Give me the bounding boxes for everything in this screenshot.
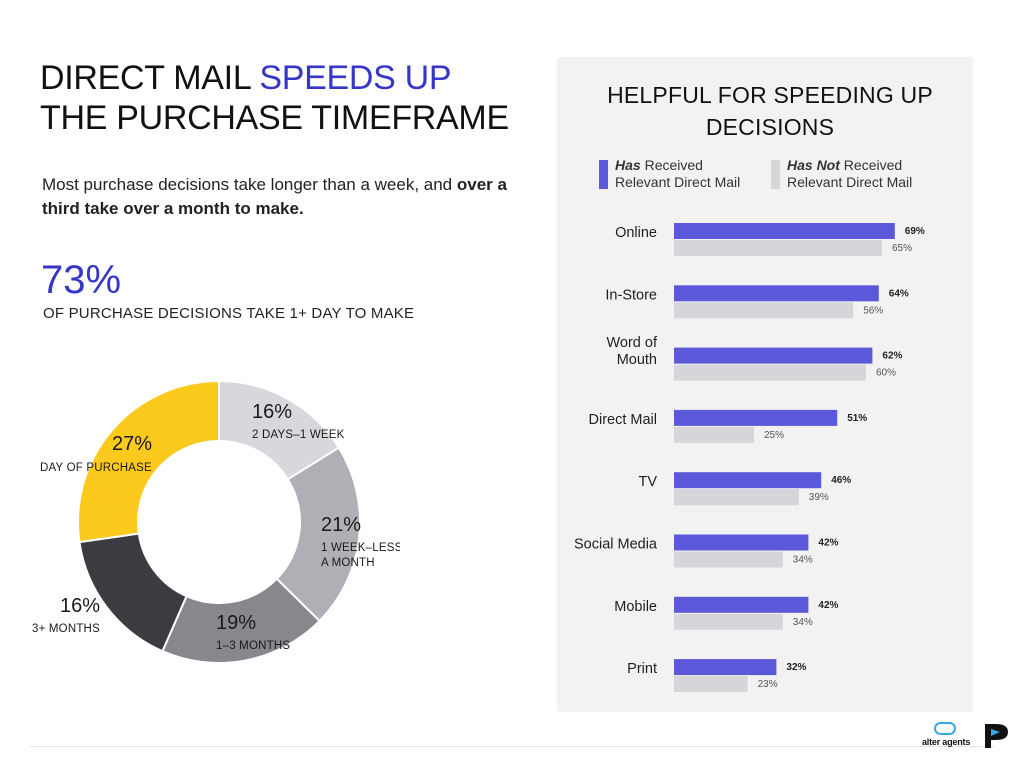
category-label-print: Print <box>627 661 657 677</box>
bar-has-received-tv <box>674 472 822 489</box>
donut-slices <box>77 379 361 664</box>
slice-label-day-of-purchase: DAY OF PURCHASE <box>40 462 152 474</box>
slice-label-1-3-months: 1–3 MONTHS <box>216 640 290 652</box>
category-label-social-media: Social Media <box>574 537 658 553</box>
legend-em-has: Has <box>615 157 641 173</box>
slice-label-3-plus-months: 3+ MONTHS <box>32 623 100 635</box>
legend-rest-has-not: Received <box>839 157 903 173</box>
category-label-direct-mail: Direct Mail <box>589 412 657 428</box>
value-label-has-not-received-in-store: 56% <box>863 305 883 316</box>
bar-has-received-online <box>674 223 895 239</box>
value-label-has-received-mobile: 42% <box>818 600 838 611</box>
logo-text: alter agents <box>922 737 971 747</box>
category-label-mobile: Mobile <box>614 599 657 615</box>
slice-value-3-plus-months: 16% <box>60 595 100 617</box>
subtitle-text: Most purchase decisions take longer than… <box>42 175 457 194</box>
bar-has-not-received-mobile <box>674 613 783 630</box>
legend-rest-has: Received <box>640 157 703 173</box>
bar-chart-title-line1: HELPFUL FOR SPEEDING UP <box>607 82 933 108</box>
title-line-2: THE PURCHASE TIMEFRAME <box>40 99 509 137</box>
slice-value-1-week-less-than-month: 21% <box>321 514 361 536</box>
value-label-has-received-in-store: 64% <box>889 288 909 299</box>
bar-has-received-mobile <box>674 596 809 613</box>
value-label-has-not-received-mobile: 34% <box>793 617 813 628</box>
big-stat-label: OF PURCHASE DECISIONS TAKE 1+ DAY TO MAK… <box>43 305 415 322</box>
slice-value-1-3-months: 19% <box>216 612 256 634</box>
value-label-has-not-received-tv: 39% <box>809 492 829 503</box>
value-label-has-received-word-of-mouth: 62% <box>882 351 902 362</box>
page-title: DIRECT MAIL SPEEDS UP THE PURCHASE TIMEFR… <box>40 58 509 138</box>
value-label-has-received-online: 69% <box>905 226 925 237</box>
bar-chart-title: HELPFUL FOR SPEEDING UP DECISIONS <box>557 79 983 143</box>
bar-has-received-social-media <box>674 534 809 551</box>
value-label-has-received-direct-mail: 51% <box>847 413 867 424</box>
bar-has-not-received-online <box>674 240 882 256</box>
value-label-has-not-received-word-of-mouth: 60% <box>876 368 896 379</box>
value-label-has-received-tv: 46% <box>831 475 851 486</box>
value-label-has-not-received-online: 65% <box>892 243 912 254</box>
donut-labels: 27% DAY OF PURCHASE 16% 2 DAYS–1 WEEK 21… <box>32 401 400 652</box>
title-accent: SPEEDS UP <box>259 59 452 97</box>
category-label-in-store: In-Store <box>605 287 657 303</box>
bar-chart-title-line2: DECISIONS <box>705 114 835 140</box>
brand-p-logo-icon <box>985 724 1008 748</box>
bar-has-received-print <box>674 659 777 676</box>
category-label-tv: TV <box>638 474 657 490</box>
category-label-word-of-mouth: Word of Mouth <box>606 335 657 368</box>
bar-has-not-received-in-store <box>674 302 854 319</box>
big-stat: 73% <box>41 258 122 302</box>
value-label-has-not-received-direct-mail: 25% <box>764 430 784 441</box>
slice-label-1-week-line2: A MONTH <box>321 557 375 569</box>
category-label-online: Online <box>615 225 657 241</box>
bar-has-received-word-of-mouth <box>674 347 873 364</box>
donut-slice-day-of-purchase <box>77 379 220 544</box>
slice-label-2-days-1-week: 2 DAYS–1 WEEK <box>252 429 345 441</box>
legend-line2-has-not: Relevant Direct Mail <box>787 174 913 190</box>
bar-has-received-in-store <box>674 285 879 302</box>
value-label-has-received-social-media: 42% <box>818 538 838 549</box>
bar-has-received-direct-mail <box>674 409 838 426</box>
subtitle: Most purchase decisions take longer than… <box>42 173 522 221</box>
alter-agents-logo: alter agents <box>918 722 976 750</box>
slice-value-day-of-purchase: 27% <box>112 433 152 455</box>
title-part-1: DIRECT MAIL <box>40 59 260 97</box>
slice-label-1-week-line1: 1 WEEK–LESS THAN <box>321 542 400 554</box>
bar-has-not-received-social-media <box>674 551 783 568</box>
bar-chart: Online 69% 65% In-Store 64% 56% Word of Mouth 62… <box>574 223 925 693</box>
value-label-has-not-received-social-media: 34% <box>793 555 813 566</box>
logo-ring-icon <box>934 722 956 735</box>
value-label-has-received-print: 32% <box>786 662 806 673</box>
value-label-has-not-received-print: 23% <box>758 679 778 690</box>
legend-text-has: Has Received Relevant Direct Mail <box>615 157 740 191</box>
subtitle-bold-text: over a third take over a month to make. <box>42 175 507 218</box>
bar-has-not-received-tv <box>674 489 799 506</box>
bar-has-not-received-direct-mail <box>674 426 754 443</box>
donut-chart: 27% DAY OF PURCHASE 16% 2 DAYS–1 WEEK 21… <box>32 379 400 664</box>
bar-has-not-received-print <box>674 676 748 693</box>
bar-chart-panel: HELPFUL FOR SPEEDING UP DECISIONS Has Rec… <box>557 57 973 712</box>
slice-value-2-days-1-week: 16% <box>252 401 292 423</box>
legend-line2-has: Relevant Direct Mail <box>615 174 741 190</box>
legend-text-has-not: Has Not Received Relevant Direct Mail <box>787 157 912 191</box>
footer-divider <box>30 746 994 747</box>
legend-em-has-not: Has Not <box>787 157 840 173</box>
bar-has-not-received-word-of-mouth <box>674 364 866 381</box>
legend-swatch-has-not <box>771 160 780 189</box>
legend-swatch-has <box>599 160 608 189</box>
